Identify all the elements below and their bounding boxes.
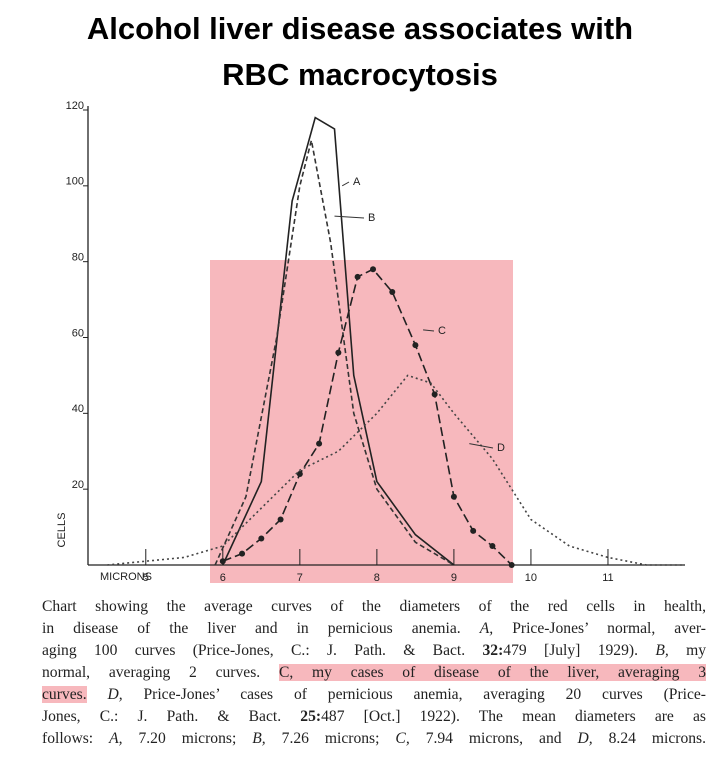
y-tick-label: 40 (72, 403, 84, 415)
data-point (412, 342, 419, 349)
x-tick-label: 8 (374, 572, 380, 584)
caption-text: aging 100 curves (Price-Jones, C.: J. Pa… (42, 642, 483, 659)
label-leader (423, 329, 435, 332)
caption-text: C, my cases of disease of the liver, ave… (278, 664, 706, 681)
caption-text: 7.94 microns, and (409, 730, 578, 747)
caption-text: 25: (300, 708, 322, 725)
caption-text (87, 686, 108, 703)
data-point (277, 516, 284, 523)
x-tick-label: 9 (451, 572, 457, 584)
caption-text: 7.26 microns; (265, 730, 396, 747)
series-label: A (353, 176, 361, 188)
highlight-box (210, 260, 513, 583)
caption-text: 8.24 microns. (592, 730, 707, 747)
caption-text: curves. (42, 686, 87, 703)
caption-text: 487 [Oct.] 1922). The mean diameters are… (321, 708, 706, 725)
data-point (296, 471, 303, 477)
caption-line: follows: A, 7.20 microns; B, 7.26 micron… (42, 728, 706, 750)
x-tick-label: 6 (220, 572, 226, 584)
data-point (239, 550, 246, 557)
chart-title: Alcohol liver disease associates with RB… (86, 11, 634, 92)
data-point (258, 535, 265, 542)
caption-text: B, (655, 642, 669, 659)
label-leader (469, 443, 494, 449)
caption: Chart showing the average curves of the … (42, 596, 706, 750)
y-tick-label: 120 (66, 100, 84, 112)
caption-text: 479 [July] 1929). (503, 642, 656, 659)
data-point (370, 266, 377, 273)
caption-line: Chart showing the average curves of the … (42, 596, 706, 618)
caption-text: 32: (482, 642, 504, 659)
caption-text: Price-Jones’ normal, aver- (493, 620, 706, 637)
caption-line: in disease of the liver and in perniciou… (42, 618, 706, 640)
data-point (354, 273, 361, 280)
series-label: D (497, 442, 505, 454)
caption-line: curves. D, Price-Jones’ cases of pernici… (42, 684, 706, 706)
caption-text: Jones, C.: J. Path. & Bact. (42, 708, 301, 725)
data-point (508, 562, 515, 568)
caption-text: C, (395, 730, 410, 747)
series-line (222, 116, 455, 566)
caption-text: A, (109, 730, 123, 747)
caption-text: Chart showing the average curves of the … (42, 598, 706, 615)
series-label: C (438, 325, 446, 337)
series-label: B (368, 212, 375, 224)
caption-text: in disease of the liver and in perniciou… (42, 620, 480, 637)
caption-line: aging 100 curves (Price-Jones, C.: J. Pa… (42, 640, 706, 662)
data-point (489, 543, 496, 550)
x-tick-label: 7 (297, 572, 303, 584)
data-point (431, 391, 438, 398)
caption-text: B, (252, 730, 266, 747)
data-point (219, 558, 226, 565)
y-tick-label: 100 (66, 176, 84, 188)
x-axis-label: MICRONS (100, 571, 152, 583)
caption-text: A, (479, 620, 494, 637)
caption-text: 7.20 microns; (122, 730, 253, 747)
plot-area: 20 40 60 80 100 120 5 6 7 8 9 10 11 A B C D (66, 100, 685, 584)
label-leader (341, 181, 350, 187)
x-tick-label: 5 (143, 572, 149, 584)
y-tick-label: 60 (72, 327, 84, 339)
data-point (450, 493, 457, 500)
label-leader (334, 215, 365, 219)
caption-text: D, (577, 730, 593, 747)
chart: 20 40 60 80 100 120 5 6 7 8 9 10 11 A B C D MICRONS CELL… (56, 100, 685, 584)
caption-text: D, (107, 686, 123, 703)
data-point (470, 527, 477, 534)
x-tick-label: 11 (602, 572, 613, 584)
series-line (222, 268, 513, 566)
data-point (389, 289, 396, 295)
caption-text: follows: (42, 730, 110, 747)
x-tick-label: 10 (525, 572, 537, 584)
caption-line: Jones, C.: J. Path. & Bact. 25:487 [Oct.… (42, 706, 706, 728)
data-point (335, 349, 342, 356)
y-tick-label: 80 (72, 252, 84, 264)
y-tick-label: 20 (72, 479, 84, 491)
caption-line: normal, averaging 2 curves. C, my cases … (42, 662, 706, 684)
series-line (214, 140, 455, 566)
caption-text: normal, averaging 2 curves. (42, 664, 279, 681)
y-axis-label: CELLS (56, 513, 68, 548)
data-point (316, 440, 323, 447)
caption-text: my (668, 642, 707, 659)
caption-text: Price-Jones’ cases of pernicious anemia,… (122, 686, 707, 703)
